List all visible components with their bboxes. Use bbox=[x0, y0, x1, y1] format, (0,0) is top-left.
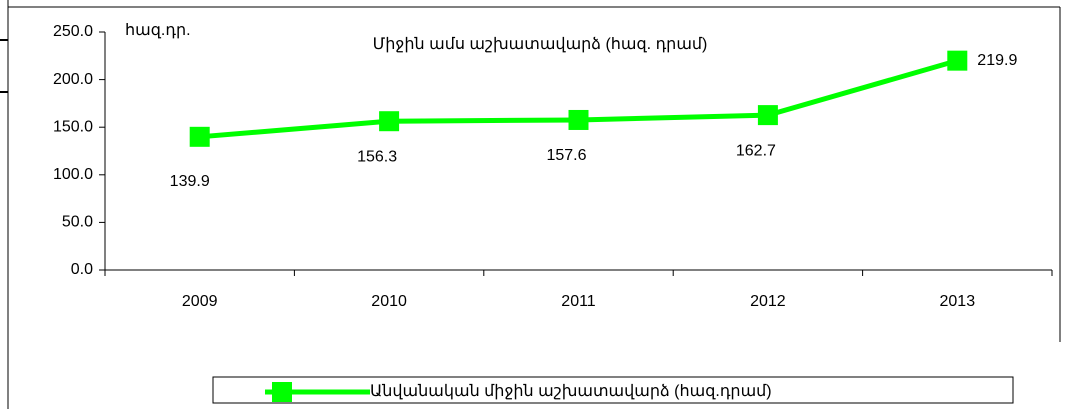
x-tick-label: 2013 bbox=[940, 293, 976, 310]
point-marker bbox=[947, 50, 968, 71]
data-label: 156.3 bbox=[357, 148, 397, 165]
y-tick-label: 250.0 bbox=[53, 23, 93, 40]
y-tick-label: 0.0 bbox=[71, 261, 93, 278]
chart-title: Միջին ամս աշխատավարձ (հազ. դրամ) bbox=[373, 36, 708, 53]
data-label: 139.9 bbox=[170, 173, 210, 190]
x-tick-label: 2010 bbox=[371, 293, 407, 310]
point-marker bbox=[379, 111, 400, 132]
x-tick-label: 2011 bbox=[561, 293, 596, 310]
legend-box bbox=[212, 376, 1014, 404]
x-tick-label: 2009 bbox=[182, 293, 218, 310]
y-tick-label: 200.0 bbox=[53, 71, 93, 88]
y-tick-label: 50.0 bbox=[62, 214, 93, 231]
legend-marker bbox=[272, 382, 292, 402]
data-label: 219.9 bbox=[977, 52, 1017, 69]
data-label: 162.7 bbox=[736, 142, 776, 159]
point-marker bbox=[757, 105, 778, 126]
point-marker bbox=[568, 109, 589, 130]
y-tick-label: 100.0 bbox=[53, 166, 93, 183]
data-label: 157.6 bbox=[546, 147, 586, 164]
x-tick-label: 2012 bbox=[750, 293, 786, 310]
y-tick-label: 150.0 bbox=[53, 118, 93, 135]
y-axis-label: հազ.դր. bbox=[125, 22, 191, 39]
point-marker bbox=[189, 126, 210, 147]
legend-label: Անվանական միջին աշխատավարձ (հազ.դրամ) bbox=[370, 383, 772, 400]
